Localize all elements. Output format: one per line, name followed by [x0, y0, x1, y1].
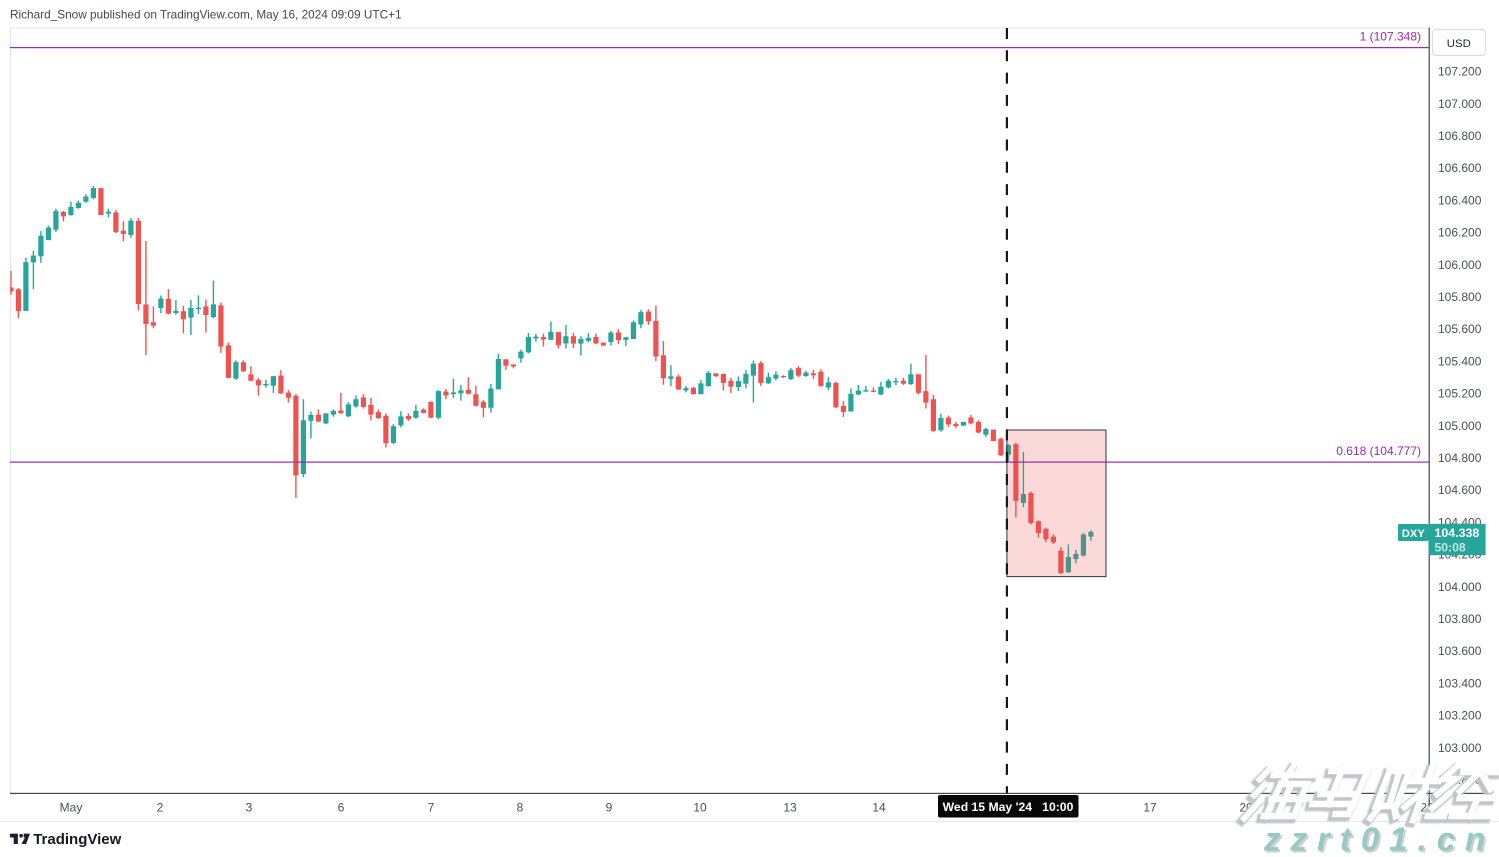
svg-text:zzrt01.cn: zzrt01.cn	[1263, 821, 1495, 857]
svg-text:8: 8	[517, 800, 524, 814]
svg-text:105.800: 105.800	[1438, 290, 1482, 304]
svg-text:Richard_Snow published on Trad: Richard_Snow published on TradingView.co…	[10, 8, 402, 22]
svg-text:May: May	[60, 800, 83, 814]
svg-text:105.600: 105.600	[1438, 322, 1482, 336]
svg-text:103.400: 103.400	[1438, 676, 1482, 690]
svg-text:Wed 15 May '24 10:00: Wed 15 May '24 10:00	[943, 800, 1074, 814]
svg-text:104.000: 104.000	[1438, 580, 1482, 594]
svg-text:106.400: 106.400	[1438, 193, 1482, 207]
svg-text:106.600: 106.600	[1438, 161, 1482, 175]
svg-text:107.200: 107.200	[1438, 65, 1482, 79]
svg-text:14: 14	[872, 800, 886, 814]
svg-text:13: 13	[783, 800, 797, 814]
svg-text:103.600: 103.600	[1438, 644, 1482, 658]
svg-text:0.618 (104.777): 0.618 (104.777)	[1336, 444, 1421, 458]
svg-text:105.000: 105.000	[1438, 419, 1482, 433]
svg-text:zzrt01.cn: zzrt01.cn	[1265, 823, 1497, 857]
svg-text:104.338: 104.338	[1435, 526, 1480, 540]
svg-text:104.600: 104.600	[1438, 483, 1482, 497]
svg-text:17: 17	[1143, 800, 1157, 814]
svg-text:107.000: 107.000	[1438, 97, 1482, 111]
svg-text:USD: USD	[1447, 38, 1471, 50]
svg-text:2: 2	[157, 800, 164, 814]
svg-text:6: 6	[338, 800, 345, 814]
svg-text:103.200: 103.200	[1438, 709, 1482, 723]
svg-text:103.000: 103.000	[1438, 741, 1482, 755]
svg-text:50:08: 50:08	[1435, 541, 1466, 555]
svg-text:3: 3	[246, 800, 253, 814]
svg-text:106.800: 106.800	[1438, 129, 1482, 143]
svg-text:TradingView: TradingView	[33, 831, 121, 848]
svg-text:104.800: 104.800	[1438, 451, 1482, 465]
svg-text:103.800: 103.800	[1438, 612, 1482, 626]
svg-text:10: 10	[693, 800, 707, 814]
svg-text:106.200: 106.200	[1438, 226, 1482, 240]
svg-text:105.400: 105.400	[1438, 354, 1482, 368]
svg-text:9: 9	[606, 800, 613, 814]
svg-text:106.000: 106.000	[1438, 258, 1482, 272]
svg-text:DXY: DXY	[1402, 528, 1426, 540]
svg-text:1 (107.348): 1 (107.348)	[1360, 30, 1421, 44]
svg-text:7: 7	[428, 800, 435, 814]
svg-text:105.200: 105.200	[1438, 387, 1482, 401]
